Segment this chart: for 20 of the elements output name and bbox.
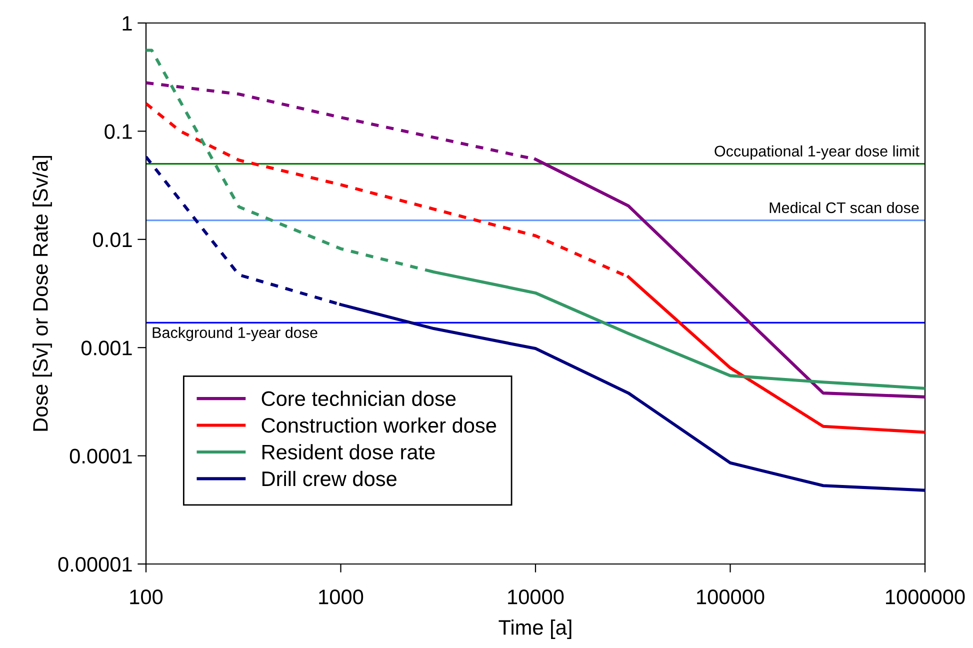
legend-label: Construction worker dose — [262, 417, 496, 433]
legend-label: Resident dose rate — [262, 444, 435, 460]
legend-label: Core technician dose — [262, 390, 456, 406]
ref-line-label: Background 1-year dose — [152, 326, 318, 342]
ref-line-label: Occupational 1-year dose limit — [714, 145, 920, 160]
y-axis-title: Dose [Sv] or Dose Rate [Sv/a] — [32, 156, 52, 431]
legend-label: Drill crew dose — [262, 470, 396, 486]
y-tick-label: 1 — [122, 16, 132, 31]
x-tick-label: 1000000 — [886, 590, 965, 604]
y-tick-label: 0.01 — [93, 232, 132, 248]
y-tick-label: 0.0001 — [70, 448, 132, 464]
x-axis-title: Time [a] — [498, 620, 572, 639]
y-tick-label: 0.1 — [104, 124, 132, 139]
x-tick-label: 10000 — [508, 590, 564, 604]
x-tick-label: 100000 — [697, 590, 764, 604]
y-tick-label: 0.001 — [81, 340, 132, 356]
x-tick-label: 1000 — [319, 590, 364, 604]
y-tick-label: 0.00001 — [58, 557, 132, 572]
ref-line-label: Medical CT scan dose — [770, 202, 919, 214]
x-tick-label: 100 — [130, 590, 163, 604]
